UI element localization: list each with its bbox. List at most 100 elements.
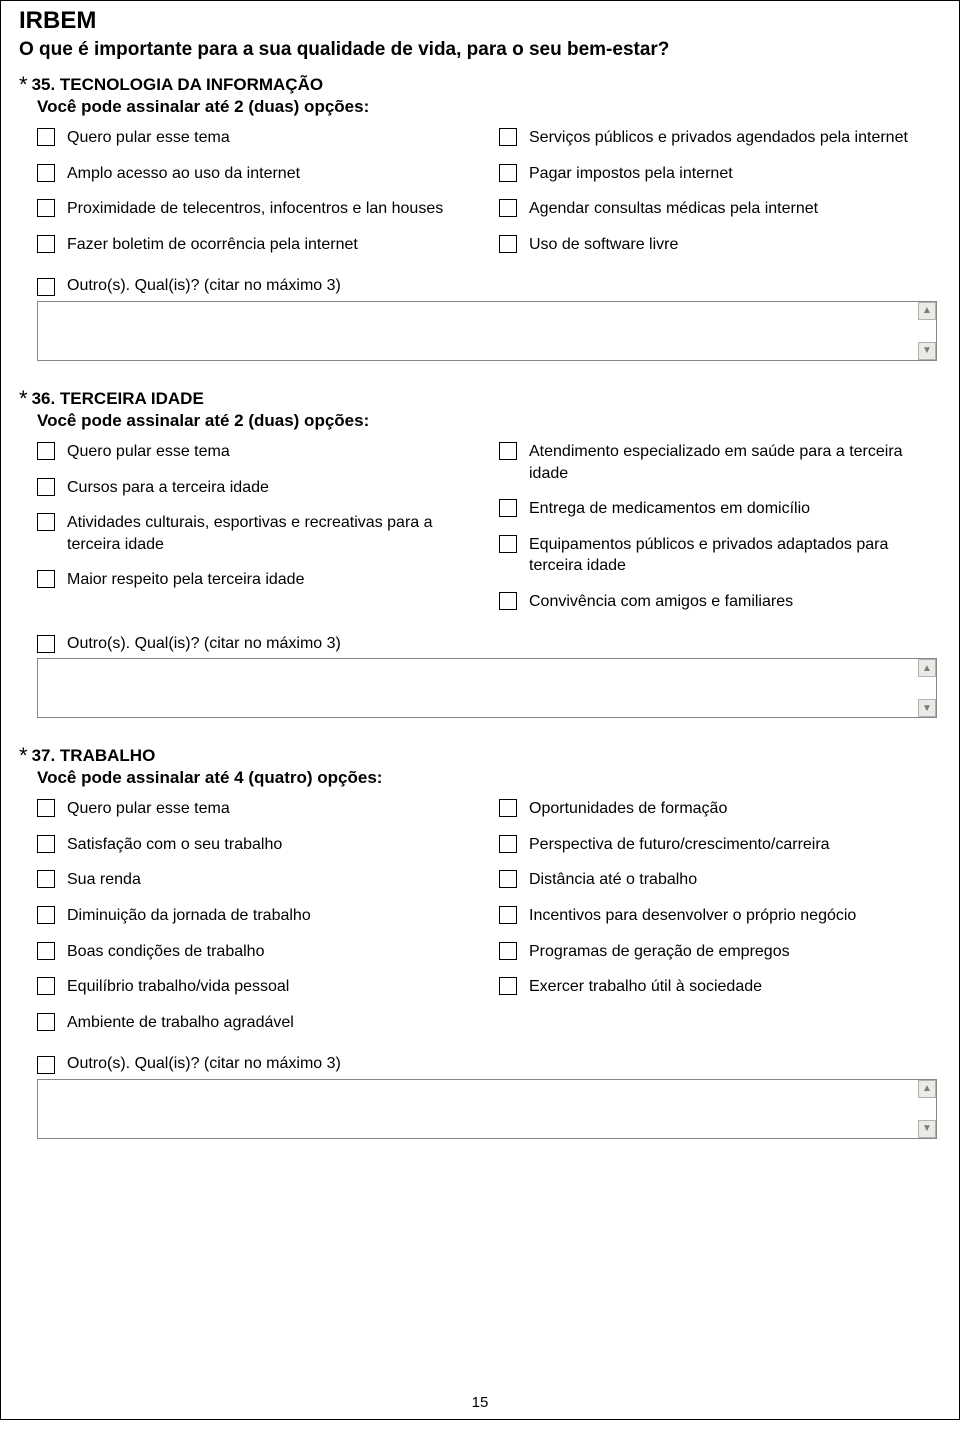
scroll-down-icon[interactable]: ▼	[918, 1120, 936, 1138]
question-35-title: 35. TECNOLOGIA DA INFORMAÇÃO	[32, 75, 324, 95]
option-label: Programas de geração de empregos	[529, 941, 790, 963]
question-37: * 37. TRABALHO Você pode assinalar até 4…	[19, 746, 941, 1139]
checkbox[interactable]	[499, 592, 517, 610]
question-35-other-row: Outro(s). Qual(is)? (citar no máximo 3)	[37, 275, 941, 297]
page-title: IRBEM	[19, 7, 941, 35]
option-row: Quero pular esse tema	[37, 798, 479, 820]
question-36-header: * 36. TERCEIRA IDADE	[19, 389, 941, 409]
checkbox[interactable]	[37, 199, 55, 217]
checkbox[interactable]	[499, 977, 517, 995]
checkbox[interactable]	[499, 835, 517, 853]
checkbox[interactable]	[499, 164, 517, 182]
checkbox[interactable]	[499, 942, 517, 960]
option-row: Proximidade de telecentros, infocentros …	[37, 198, 479, 220]
checkbox[interactable]	[37, 128, 55, 146]
checkbox[interactable]	[37, 977, 55, 995]
option-label: Oportunidades de formação	[529, 798, 727, 820]
page-container: IRBEM O que é importante para a sua qual…	[0, 0, 960, 1420]
option-row: Satisfação com o seu trabalho	[37, 834, 479, 856]
option-label: Quero pular esse tema	[67, 127, 230, 149]
scroll-down-icon[interactable]: ▼	[918, 342, 936, 360]
option-label: Quero pular esse tema	[67, 798, 230, 820]
checkbox[interactable]	[37, 906, 55, 924]
question-37-header: * 37. TRABALHO	[19, 746, 941, 766]
question-37-options: Quero pular esse tema Satisfação com o s…	[37, 798, 941, 1047]
option-label: Amplo acesso ao uso da internet	[67, 163, 300, 185]
option-label: Atividades culturais, esportivas e recre…	[67, 512, 479, 555]
question-35-header: * 35. TECNOLOGIA DA INFORMAÇÃO	[19, 75, 941, 95]
textarea-inner[interactable]	[39, 303, 916, 359]
option-label: Proximidade de telecentros, infocentros …	[67, 198, 443, 220]
option-label: Satisfação com o seu trabalho	[67, 834, 282, 856]
checkbox[interactable]	[37, 1056, 55, 1074]
question-37-left-col: Quero pular esse tema Satisfação com o s…	[37, 798, 479, 1047]
option-row: Sua renda	[37, 869, 479, 891]
checkbox[interactable]	[37, 278, 55, 296]
option-row: Perspectiva de futuro/crescimento/carrei…	[499, 834, 941, 856]
option-label: Diminuição da jornada de trabalho	[67, 905, 311, 927]
option-label: Agendar consultas médicas pela internet	[529, 198, 818, 220]
question-35-right-col: Serviços públicos e privados agendados p…	[499, 127, 941, 269]
option-row: Amplo acesso ao uso da internet	[37, 163, 479, 185]
page-subtitle: O que é importante para a sua qualidade …	[19, 39, 941, 61]
question-35-instruction: Você pode assinalar até 2 (duas) opções:	[37, 97, 941, 117]
question-35-options: Quero pular esse tema Amplo acesso ao us…	[37, 127, 941, 269]
question-36-textarea[interactable]: ▲ ▼	[37, 658, 937, 718]
option-label: Serviços públicos e privados agendados p…	[529, 127, 908, 149]
option-label: Atendimento especializado em saúde para …	[529, 441, 941, 484]
checkbox[interactable]	[37, 870, 55, 888]
checkbox[interactable]	[499, 199, 517, 217]
option-label: Entrega de medicamentos em domicílio	[529, 498, 810, 520]
checkbox[interactable]	[499, 499, 517, 517]
scroll-up-icon[interactable]: ▲	[918, 302, 936, 320]
other-label: Outro(s). Qual(is)? (citar no máximo 3)	[67, 633, 341, 655]
question-37-other-row: Outro(s). Qual(is)? (citar no máximo 3)	[37, 1053, 941, 1075]
question-36-other-row: Outro(s). Qual(is)? (citar no máximo 3)	[37, 633, 941, 655]
checkbox[interactable]	[499, 870, 517, 888]
checkbox[interactable]	[499, 128, 517, 146]
option-row: Boas condições de trabalho	[37, 941, 479, 963]
checkbox[interactable]	[37, 942, 55, 960]
page-number: 15	[1, 1394, 959, 1411]
checkbox[interactable]	[37, 835, 55, 853]
checkbox[interactable]	[37, 235, 55, 253]
option-label: Uso de software livre	[529, 234, 678, 256]
checkbox[interactable]	[499, 442, 517, 460]
scroll-down-icon[interactable]: ▼	[918, 699, 936, 717]
option-label: Sua renda	[67, 869, 141, 891]
option-row: Cursos para a terceira idade	[37, 477, 479, 499]
option-label: Incentivos para desenvolver o próprio ne…	[529, 905, 856, 927]
checkbox[interactable]	[499, 235, 517, 253]
option-row: Maior respeito pela terceira idade	[37, 569, 479, 591]
scroll-up-icon[interactable]: ▲	[918, 659, 936, 677]
option-label: Perspectiva de futuro/crescimento/carrei…	[529, 834, 830, 856]
textarea-inner[interactable]	[39, 1081, 916, 1137]
other-label: Outro(s). Qual(is)? (citar no máximo 3)	[67, 275, 341, 297]
scroll-up-icon[interactable]: ▲	[918, 1080, 936, 1098]
question-35-textarea[interactable]: ▲ ▼	[37, 301, 937, 361]
checkbox[interactable]	[499, 799, 517, 817]
option-label: Equipamentos públicos e privados adaptad…	[529, 534, 941, 577]
option-row: Quero pular esse tema	[37, 127, 479, 149]
checkbox[interactable]	[499, 906, 517, 924]
option-row: Exercer trabalho útil à sociedade	[499, 976, 941, 998]
other-label: Outro(s). Qual(is)? (citar no máximo 3)	[67, 1053, 341, 1075]
option-row: Fazer boletim de ocorrência pela interne…	[37, 234, 479, 256]
asterisk-icon: *	[19, 746, 28, 766]
checkbox[interactable]	[37, 1013, 55, 1031]
checkbox[interactable]	[37, 635, 55, 653]
option-label: Convivência com amigos e familiares	[529, 591, 793, 613]
textarea-inner[interactable]	[39, 660, 916, 716]
checkbox[interactable]	[37, 513, 55, 531]
checkbox[interactable]	[37, 442, 55, 460]
checkbox[interactable]	[499, 535, 517, 553]
question-36: * 36. TERCEIRA IDADE Você pode assinalar…	[19, 389, 941, 718]
checkbox[interactable]	[37, 478, 55, 496]
option-label: Quero pular esse tema	[67, 441, 230, 463]
checkbox[interactable]	[37, 164, 55, 182]
option-row: Convivência com amigos e familiares	[499, 591, 941, 613]
checkbox[interactable]	[37, 799, 55, 817]
question-37-textarea[interactable]: ▲ ▼	[37, 1079, 937, 1139]
checkbox[interactable]	[37, 570, 55, 588]
option-row: Atendimento especializado em saúde para …	[499, 441, 941, 484]
